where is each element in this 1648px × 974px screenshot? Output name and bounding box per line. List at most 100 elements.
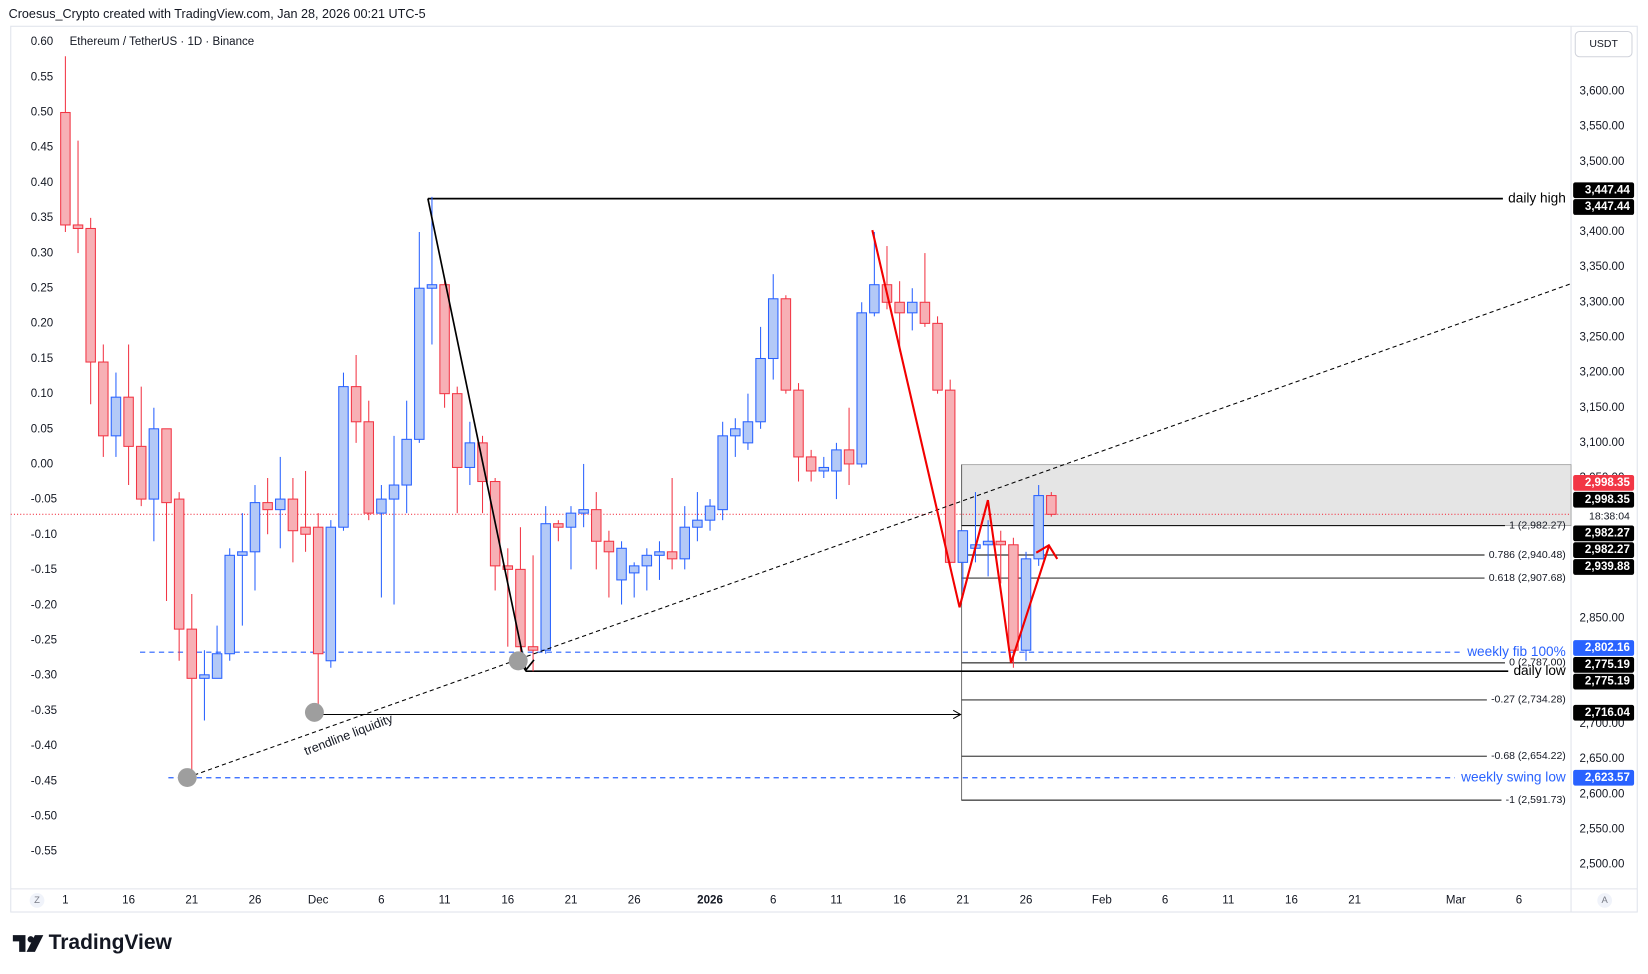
brand: TradingView	[49, 931, 173, 954]
scale-button-label[interactable]: Z	[34, 895, 40, 906]
y-tick-label: 3,250.00	[1579, 331, 1624, 343]
candle-body	[995, 540, 1007, 546]
marker-circle	[304, 702, 324, 722]
x-tick-label: 6	[378, 894, 384, 906]
x-tick-label: 6	[1162, 894, 1168, 906]
range-box	[961, 464, 1572, 527]
scale-button[interactable]	[29, 893, 45, 908]
price-badge	[1573, 704, 1635, 721]
candle-body	[843, 449, 855, 465]
candle-body	[932, 322, 943, 391]
currency-box[interactable]	[1574, 30, 1633, 58]
candle-body	[616, 547, 627, 581]
candle-body	[401, 438, 412, 486]
candle-body	[793, 389, 804, 458]
candle-body	[907, 301, 918, 314]
x-tick-label: 1	[62, 894, 68, 906]
candle-body	[894, 301, 905, 314]
candle-body	[262, 502, 273, 511]
price-badge-label: 2,939.88	[1585, 561, 1631, 573]
scale-button-label[interactable]: A	[1602, 895, 1609, 906]
chart-frame	[10, 25, 1638, 913]
level-label: weekly fib 100%	[1466, 644, 1566, 659]
price-badge-label: 2,716.04	[1585, 707, 1631, 719]
y2-tick-label: 0.35	[31, 212, 53, 224]
scale-button[interactable]	[1597, 893, 1613, 908]
y2-tick-label: 0.55	[31, 71, 53, 83]
y2-tick-label: 0.25	[31, 283, 53, 295]
candle-body	[679, 526, 691, 560]
y2-tick-label: 0.00	[31, 458, 53, 470]
chart-title: Ethereum / TetherUS · 1D · Binance	[70, 36, 255, 48]
price-badge	[1573, 199, 1635, 215]
candle-body	[123, 396, 134, 447]
candle-body	[325, 526, 337, 662]
price-badge-label: 2,802.16	[1585, 642, 1630, 654]
marker-circle	[177, 768, 197, 787]
header: Croesus_Crypto created with TradingView.…	[9, 7, 426, 21]
candle-body	[249, 502, 261, 553]
candle-body	[338, 386, 349, 528]
fib-label: -0.27 (2,734.28)	[1491, 694, 1566, 706]
y2-tick-label: 0.40	[31, 177, 53, 189]
y2-tick-label: 0.45	[31, 142, 53, 154]
y-tick-label: 3,300.00	[1579, 296, 1624, 308]
fib-label: -1 (2,591.73)	[1506, 794, 1566, 806]
candle-body	[237, 551, 248, 556]
candle-body	[818, 466, 830, 472]
candle-body	[704, 505, 716, 521]
price-badge	[1573, 475, 1635, 491]
candle-body	[540, 523, 551, 651]
x-tick-label: Feb	[1092, 894, 1112, 906]
logo-shape	[12, 935, 26, 952]
fib-label: 0 (2,787.00)	[1509, 657, 1566, 669]
candle-body	[919, 301, 931, 324]
candle-body	[957, 530, 969, 563]
y2-tick-label: 0.50	[31, 107, 53, 119]
x-tick-label: Dec	[308, 894, 329, 906]
candle-body	[717, 435, 728, 511]
candle-body	[98, 361, 109, 437]
x-tick-label: 16	[122, 894, 135, 906]
candle-body	[224, 554, 235, 655]
candle-body	[85, 227, 96, 363]
candle-body	[780, 298, 792, 391]
candle-body	[211, 653, 223, 679]
price-badge	[1573, 769, 1635, 786]
y2-tick-label: -0.30	[31, 670, 57, 682]
candle-body	[502, 565, 514, 570]
candle-body	[426, 284, 438, 289]
y2-tick-label: 0.20	[31, 318, 53, 330]
candle-body	[287, 498, 299, 532]
currency[interactable]: USDT	[1589, 38, 1618, 50]
countdown-label: 18:38:04	[1589, 510, 1630, 522]
y-tick-label: 3,400.00	[1579, 226, 1624, 238]
candle-body	[312, 526, 324, 655]
y2-tick-label: -0.20	[31, 599, 57, 611]
fib-label: 0.786 (2,940.48)	[1489, 549, 1566, 561]
candle-body	[944, 389, 956, 563]
y-tick-label: 2,550.00	[1579, 823, 1624, 835]
y-tick-label: 3,350.00	[1579, 261, 1624, 273]
candle-body	[591, 509, 602, 542]
candle-body	[666, 551, 678, 560]
price-badge-label: 2,982.27	[1585, 544, 1630, 556]
candle-body	[565, 512, 577, 528]
level-label: daily high	[1508, 190, 1566, 205]
candle-body	[414, 287, 425, 440]
price-badge	[1573, 525, 1635, 542]
candle-body	[831, 449, 842, 472]
price-badge	[1573, 559, 1635, 575]
y2-tick-label: -0.40	[31, 740, 57, 752]
arrow-head	[1035, 543, 1059, 560]
price-badge-label: 2,982.27	[1585, 527, 1630, 539]
candle-body	[641, 554, 653, 567]
candle-body	[805, 456, 817, 472]
y2-tick-label: -0.35	[31, 705, 57, 717]
candle-body	[603, 540, 615, 553]
y2-tick-label: 0.10	[31, 388, 53, 400]
x-tick-label: 11	[1222, 894, 1234, 906]
candle-body	[553, 523, 564, 528]
